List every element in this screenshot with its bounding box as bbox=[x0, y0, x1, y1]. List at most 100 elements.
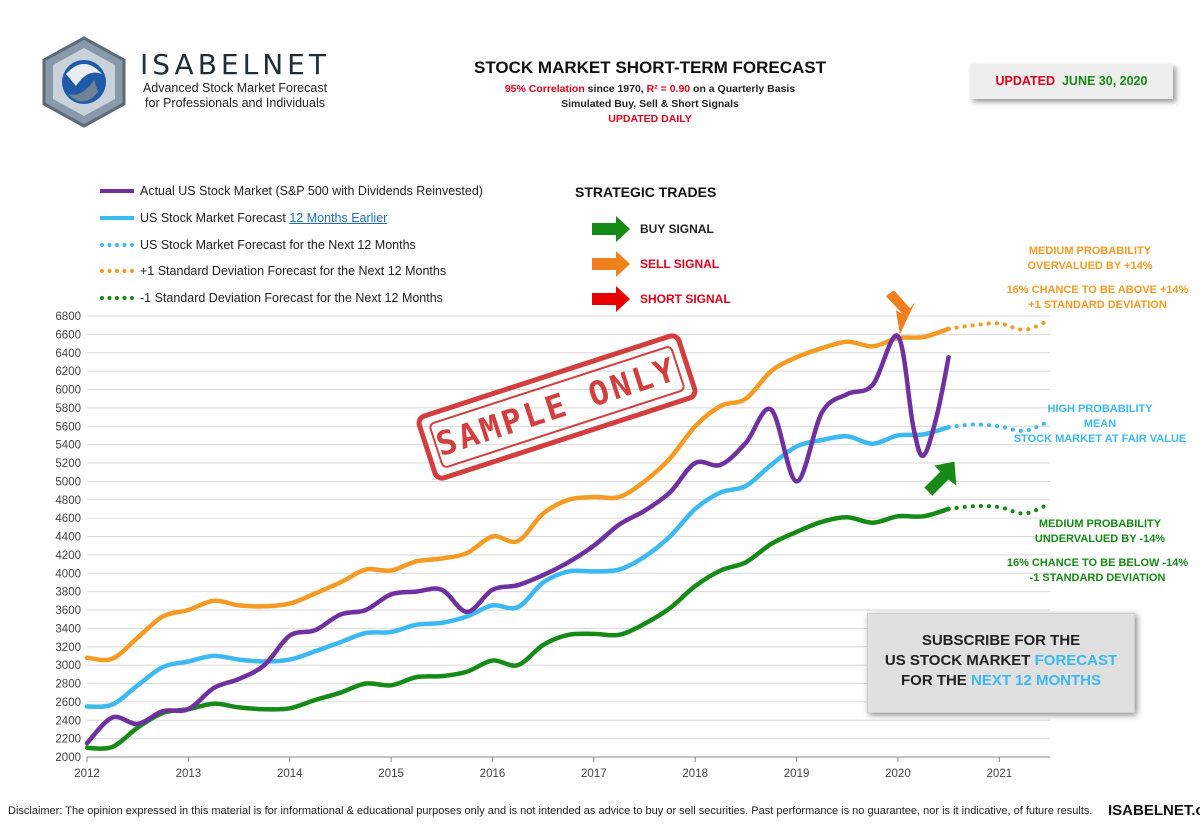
sell-signal-arrow-icon bbox=[592, 251, 632, 282]
r-squared: R² = 0.90 bbox=[646, 83, 691, 95]
y-tick-label: 5600 bbox=[55, 421, 81, 433]
legend-label-plus-1sd: +1 Standard Deviation Forecast for the N… bbox=[140, 264, 447, 278]
legend-swatch-minus-1sd bbox=[100, 296, 134, 300]
fair-value-annotation: HIGH PROBABILITY MEAN STOCK MARKET AT FA… bbox=[1005, 402, 1195, 447]
subscribe-line-2b: FORECAST bbox=[1034, 652, 1118, 669]
below-sd-line-2: -1 STANDARD DEVIATION bbox=[1029, 572, 1166, 584]
x-tick-label: 2013 bbox=[176, 768, 202, 780]
y-tick-label: 2800 bbox=[55, 679, 81, 691]
overvalued-annotation: MEDIUM PROBABILITY OVERVALUED BY +14% bbox=[1010, 244, 1170, 274]
x-tick-label: 2012 bbox=[74, 768, 100, 780]
legend-swatch-forecast-earlier bbox=[100, 216, 134, 220]
subtitle-updated-daily: UPDATED DAILY bbox=[608, 113, 692, 125]
updated-label: UPDATED bbox=[995, 74, 1056, 88]
above-sd-annotation: 16% CHANCE TO BE ABOVE +14% +1 STANDARD … bbox=[1000, 283, 1195, 313]
x-tick-label: 2019 bbox=[784, 768, 810, 780]
chart-title: STOCK MARKET SHORT-TERM FORECAST bbox=[474, 58, 826, 77]
brand-name: ISABELNET bbox=[140, 48, 330, 81]
y-tick-label: 2600 bbox=[55, 697, 81, 709]
series-line-5 bbox=[84, 506, 951, 751]
updated-badge: UPDATED JUNE 30, 2020 bbox=[970, 64, 1173, 99]
x-tick-label: 2014 bbox=[277, 768, 303, 780]
y-tick-label: 6000 bbox=[55, 385, 81, 397]
series-line-2 bbox=[946, 418, 1052, 433]
sell-signal-marker bbox=[885, 290, 915, 335]
above-sd-line-1: 16% CHANCE TO BE ABOVE +14% bbox=[1006, 284, 1189, 296]
fair-value-line-2: MEAN bbox=[1083, 418, 1117, 430]
subscribe-box[interactable]: SUBSCRIBE FOR THE US STOCK MARKET FORECA… bbox=[867, 613, 1135, 713]
buy-signal-marker bbox=[924, 461, 957, 496]
undervalued-annotation: MEDIUM PROBABILITY UNDERVALUED BY -14% bbox=[1015, 517, 1185, 547]
x-tick-label: 2020 bbox=[885, 768, 911, 780]
subscribe-line-2a: US STOCK MARKET bbox=[884, 652, 1035, 669]
short-signal-arrow-icon bbox=[592, 286, 632, 317]
logo-emblem bbox=[36, 34, 132, 130]
y-tick-label: 4600 bbox=[55, 513, 81, 525]
y-tick-label: 3200 bbox=[55, 642, 81, 654]
correlation-since: since 1970, bbox=[584, 83, 647, 95]
y-tick-label: 4800 bbox=[55, 495, 81, 507]
short-signal-label: SHORT SIGNAL bbox=[640, 292, 731, 306]
y-tick-label: 6800 bbox=[55, 311, 81, 323]
legend-link-12-months-earlier[interactable]: 12 Months Earlier bbox=[289, 211, 388, 225]
overvalued-line-1: MEDIUM PROBABILITY bbox=[1028, 245, 1152, 257]
legend-label-actual: Actual US Stock Market (S&P 500 with Div… bbox=[140, 184, 483, 198]
fair-value-line-3: STOCK MARKET AT FAIR VALUE bbox=[1013, 433, 1187, 445]
y-tick-label: 5800 bbox=[55, 403, 81, 415]
brand-tagline: Advanced Stock Market Forecast for Profe… bbox=[140, 81, 330, 111]
y-tick-label: 4200 bbox=[55, 550, 81, 562]
y-tick-label: 3000 bbox=[55, 660, 81, 672]
series-line-3 bbox=[84, 326, 951, 663]
x-tick-label: 2018 bbox=[682, 768, 708, 780]
below-sd-annotation: 16% CHANCE TO BE BELOW -14% -1 STANDARD … bbox=[1000, 556, 1195, 586]
series-line-6 bbox=[946, 501, 1052, 516]
legend-swatch-actual bbox=[100, 189, 134, 193]
x-tick-label: 2016 bbox=[480, 768, 506, 780]
y-tick-label: 2000 bbox=[55, 752, 81, 764]
legend-swatch-forecast-next bbox=[100, 243, 134, 247]
x-tick-label: 2015 bbox=[378, 768, 404, 780]
legend-label-minus-1sd: -1 Standard Deviation Forecast for the N… bbox=[140, 291, 443, 305]
legend-swatch-plus-1sd bbox=[100, 269, 134, 273]
y-tick-label: 2200 bbox=[55, 734, 81, 746]
correlation-value: 95% Correlation bbox=[504, 83, 585, 95]
updated-date: JUNE 30, 2020 bbox=[1061, 74, 1148, 88]
subscribe-line-3b: NEXT 12 MONTHS bbox=[970, 672, 1102, 689]
y-tick-label: 5400 bbox=[55, 440, 81, 452]
below-sd-line-1: 16% CHANCE TO BE BELOW -14% bbox=[1006, 557, 1189, 569]
y-tick-label: 5200 bbox=[55, 458, 81, 470]
buy-signal-arrow-icon bbox=[592, 216, 632, 247]
sell-signal-label: SELL SIGNAL bbox=[640, 257, 720, 271]
correlation-basis: on a Quarterly Basis bbox=[690, 83, 796, 95]
buy-signal-label: BUY SIGNAL bbox=[640, 222, 714, 236]
series-line-1 bbox=[84, 424, 951, 710]
legend-label-forecast-next: US Stock Market Forecast for the Next 12… bbox=[140, 238, 416, 252]
overvalued-line-2: OVERVALUED BY +14% bbox=[1027, 260, 1153, 272]
y-tick-label: 3400 bbox=[55, 623, 81, 635]
undervalued-line-2: UNDERVALUED BY -14% bbox=[1034, 533, 1166, 545]
y-tick-label: 6400 bbox=[55, 348, 81, 360]
series-line-0 bbox=[84, 333, 951, 746]
y-tick-label: 4000 bbox=[55, 568, 81, 580]
footer-brand: ISABELNET.com bbox=[1108, 802, 1200, 819]
y-tick-label: 6200 bbox=[55, 366, 81, 378]
above-sd-line-2: +1 STANDARD DEVIATION bbox=[1028, 299, 1167, 311]
x-tick-label: 2021 bbox=[987, 768, 1013, 780]
y-tick-label: 3600 bbox=[55, 605, 81, 617]
legend-label-forecast-earlier: US Stock Market Forecast bbox=[140, 211, 290, 225]
subscribe-line-1: SUBSCRIBE FOR THE bbox=[921, 632, 1081, 649]
strategic-trades-title: STRATEGIC TRADES bbox=[575, 184, 717, 200]
fair-value-line-1: HIGH PROBABILITY bbox=[1047, 403, 1153, 415]
subtitle-signals: Simulated Buy, Sell & Short Signals bbox=[561, 98, 739, 110]
y-tick-label: 2400 bbox=[55, 715, 81, 727]
subscribe-line-3a: FOR THE bbox=[900, 672, 971, 689]
correlation-line: 95% Correlation since 1970, R² = 0.90 on… bbox=[430, 83, 870, 95]
undervalued-line-1: MEDIUM PROBABILITY bbox=[1038, 518, 1162, 530]
y-tick-label: 5000 bbox=[55, 476, 81, 488]
disclaimer: Disclaimer: The opinion expressed in thi… bbox=[8, 805, 1093, 817]
y-tick-label: 3800 bbox=[55, 587, 81, 599]
brand-tagline-line-1: Advanced Stock Market Forecast bbox=[142, 81, 328, 95]
y-tick-label: 4400 bbox=[55, 532, 81, 544]
x-tick-label: 2017 bbox=[581, 768, 607, 780]
y-tick-label: 6600 bbox=[55, 329, 81, 341]
